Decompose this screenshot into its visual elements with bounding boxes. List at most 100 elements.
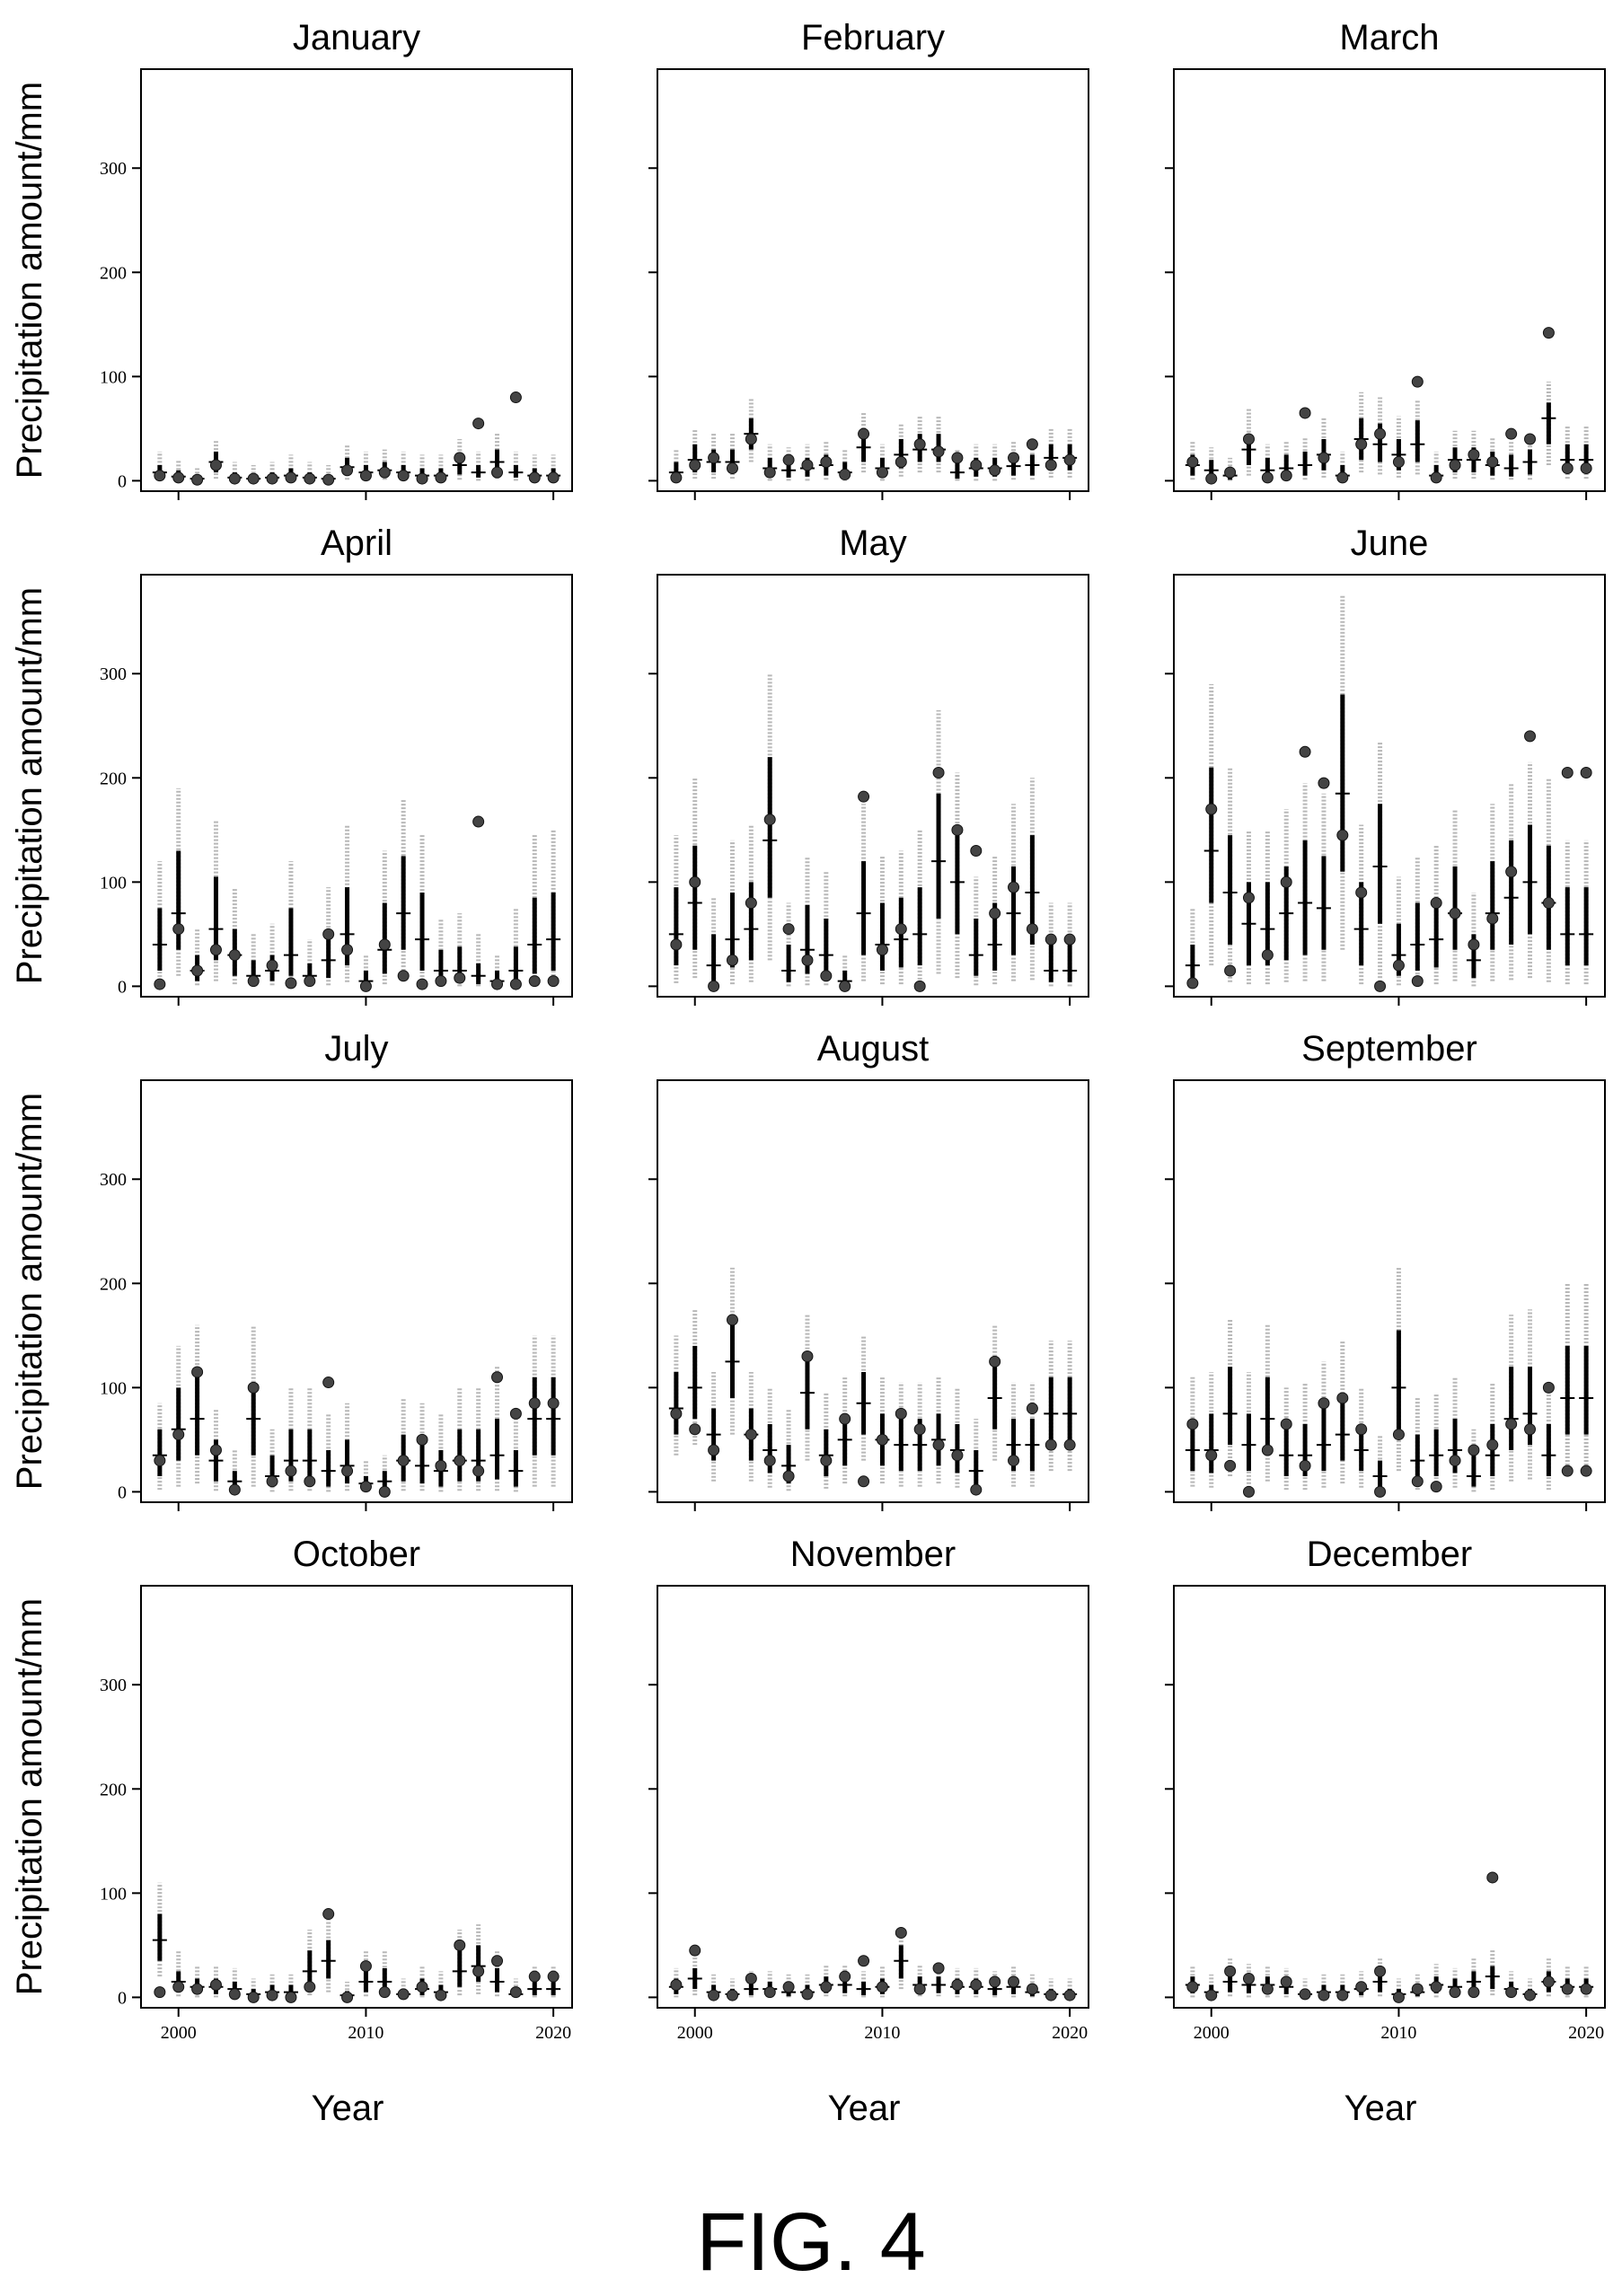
observed-point-2000 [1205,803,1218,815]
observed-point-2020 [1063,453,1076,466]
observed-point-2012 [913,1423,926,1436]
observed-point-2010 [876,944,888,956]
y-tick-label: 300 [100,1676,127,1695]
observed-point-2011 [895,456,907,469]
observed-point-2005 [266,472,278,485]
observed-point-2007 [820,456,833,469]
observed-point-2018 [1026,1983,1038,1995]
observed-point-2017 [1524,1989,1537,2001]
observed-point-2009 [858,1475,870,1488]
observed-point-2011 [378,466,391,479]
observed-point-2004 [763,1455,776,1467]
observed-point-2004 [763,466,776,479]
observed-point-2009 [341,464,354,477]
observed-point-2003 [1261,949,1274,962]
observed-point-2010 [1392,456,1405,469]
observed-point-2004 [247,975,260,988]
observed-point-2008 [839,980,851,992]
y-tick-label: 300 [100,664,127,684]
observed-point-2018 [1542,897,1555,910]
observed-point-2005 [782,1981,795,1993]
observed-point-2017 [491,1371,504,1384]
observed-point-2009 [341,944,354,956]
observed-point-2010 [359,470,372,482]
observed-point-2017 [1008,1975,1020,1988]
observed-point-2016 [1505,1986,1518,1999]
observed-point-2017 [1008,452,1020,464]
panel-title: April [321,523,392,563]
observed-point-2009 [341,1991,354,2003]
observed-point-2008 [322,928,335,940]
panel-january: January 0 100 200 300 Precipitation amount/mm [10,18,573,500]
observed-point-2020 [1580,766,1592,779]
observed-point-2016 [989,1355,1001,1368]
observed-point-2005 [782,923,795,936]
observed-point-2001 [191,964,204,977]
observed-point-2006 [1318,1397,1330,1410]
panel-august: August [648,1029,1089,1511]
observed-point-2005 [266,1989,278,2001]
observed-point-2007 [304,472,316,485]
observed-point-2005 [782,1470,795,1482]
observed-point-2006 [1318,777,1330,789]
observed-point-2017 [491,978,504,990]
panel-title: July [324,1029,388,1069]
observed-point-2012 [397,1455,410,1467]
observed-point-2001 [1224,1965,1237,1977]
observed-point-2005 [266,959,278,972]
observed-point-2004 [247,1991,260,2003]
observed-point-2020 [1580,462,1592,474]
observed-point-2015 [1486,1871,1499,1884]
observed-point-2018 [509,1407,522,1420]
observed-point-2020 [1063,1989,1076,2001]
observed-point-2005 [782,453,795,466]
observed-point-2014 [1468,1986,1480,1999]
observed-point-2014 [435,1459,447,1472]
observed-point-2006 [1318,1989,1330,2001]
x-tick-label: 2000 [1194,2023,1230,2043]
y-tick-label: 300 [100,159,127,179]
observed-point-2003 [228,949,241,962]
panel-title: December [1307,1535,1473,1574]
observed-point-2000 [689,1423,701,1436]
observed-point-2000 [172,1981,185,1993]
y-tick-label: 100 [100,873,127,893]
observed-point-2002 [209,459,222,471]
observed-point-1999 [1186,1981,1199,1993]
observed-point-2011 [1411,375,1424,388]
observed-point-2010 [876,466,888,479]
x-axis-title: Year [828,2089,901,2128]
y-tick-label: 0 [118,977,127,997]
observed-point-2001 [1224,466,1237,479]
observed-point-2014 [1468,448,1480,461]
y-tick-label: 100 [100,367,127,387]
plot-frame [140,68,573,492]
y-tick-label: 200 [100,769,127,788]
observed-point-2015 [454,972,466,984]
observed-point-2003 [745,897,757,910]
panel-february: February [648,18,1089,500]
observed-point-2002 [209,1444,222,1456]
observed-point-2012 [397,970,410,982]
observed-point-2014 [951,1449,964,1462]
observed-point-2009 [1374,980,1387,992]
observed-point-2002 [1242,892,1255,904]
y-axis-title: Precipitation amount/mm [10,1093,49,1490]
observed-point-2019 [1045,1438,1057,1451]
observed-point-2019 [1045,459,1057,471]
y-axis-title: Precipitation amount/mm [10,587,49,984]
observed-point-2019 [528,1970,541,1983]
observed-point-2016 [989,464,1001,477]
observed-point-2016 [472,1465,485,1477]
x-axis-title: Year [312,2089,384,2128]
observed-point-2019 [1561,1983,1574,1995]
observed-point-2003 [228,1483,241,1496]
observed-point-2016 [472,1965,485,1977]
panel-title: January [293,18,420,57]
observed-point-2016 [989,907,1001,919]
observed-point-2016 [1505,866,1518,878]
observed-point-2011 [1411,1475,1424,1488]
observed-point-2002 [726,1314,738,1326]
observed-point-2013 [932,1962,945,1975]
observed-point-2015 [970,1978,983,1991]
